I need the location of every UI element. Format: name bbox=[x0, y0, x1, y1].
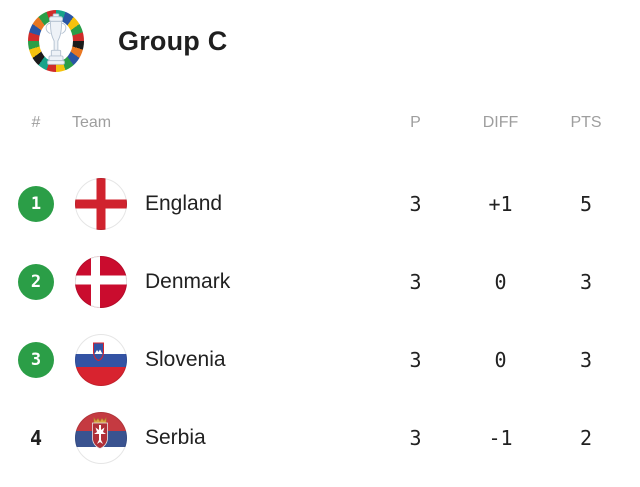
rank-cell: 4 bbox=[0, 426, 72, 450]
rank-cell: 2 bbox=[0, 264, 72, 300]
page-title: Group C bbox=[118, 25, 228, 56]
rank-cell: 3 bbox=[0, 342, 72, 378]
diff-value: 0 bbox=[494, 348, 507, 372]
table-row-denmark[interactable]: 2 Denmark 3 0 3 bbox=[0, 243, 640, 321]
team-name: Denmark bbox=[145, 270, 231, 293]
team-name: Serbia bbox=[145, 426, 206, 449]
table-row-england[interactable]: 1 England 3 +1 5 bbox=[0, 165, 640, 243]
team-cell: Serbia bbox=[72, 412, 373, 464]
team-name: England bbox=[145, 192, 223, 215]
denmark-flag-icon bbox=[75, 256, 127, 308]
qualified-rank-badge: 3 bbox=[18, 342, 54, 378]
team-name: Slovenia bbox=[145, 348, 226, 371]
group-header: Group C bbox=[0, 0, 640, 82]
table-row-serbia[interactable]: 4 Serbia 3 -1 2 bbox=[0, 399, 640, 477]
column-header-played: P bbox=[410, 114, 421, 131]
rank-number: 4 bbox=[29, 426, 43, 450]
played-value: 3 bbox=[409, 348, 422, 372]
team-cell: England bbox=[72, 178, 373, 230]
played-value: 3 bbox=[409, 426, 422, 450]
slovenia-flag-icon bbox=[75, 334, 127, 386]
table-header-row: # Team P DIFF PTS bbox=[0, 103, 640, 143]
rank-cell: 1 bbox=[0, 186, 72, 222]
team-cell: Denmark bbox=[72, 256, 373, 308]
column-header-team: Team bbox=[72, 114, 112, 131]
played-value: 3 bbox=[409, 270, 422, 294]
points-value: 2 bbox=[579, 426, 593, 450]
column-header-diff: DIFF bbox=[482, 114, 519, 131]
diff-value: 0 bbox=[494, 270, 507, 294]
diff-value: +1 bbox=[488, 192, 513, 216]
played-value: 3 bbox=[409, 192, 422, 216]
points-value: 3 bbox=[579, 348, 593, 372]
points-value: 3 bbox=[579, 270, 593, 294]
diff-value: -1 bbox=[488, 426, 513, 450]
qualified-rank-badge: 1 bbox=[18, 186, 54, 222]
column-header-rank: # bbox=[31, 114, 41, 131]
points-value: 5 bbox=[579, 192, 593, 216]
table-row-slovenia[interactable]: 3 Slovenia 3 0 3 bbox=[0, 321, 640, 399]
qualified-rank-badge: 2 bbox=[18, 264, 54, 300]
euro-2024-logo-icon bbox=[28, 10, 84, 72]
serbia-flag-icon bbox=[75, 412, 127, 464]
team-cell: Slovenia bbox=[72, 334, 373, 386]
column-header-points: PTS bbox=[570, 114, 602, 131]
england-flag-icon bbox=[75, 178, 127, 230]
